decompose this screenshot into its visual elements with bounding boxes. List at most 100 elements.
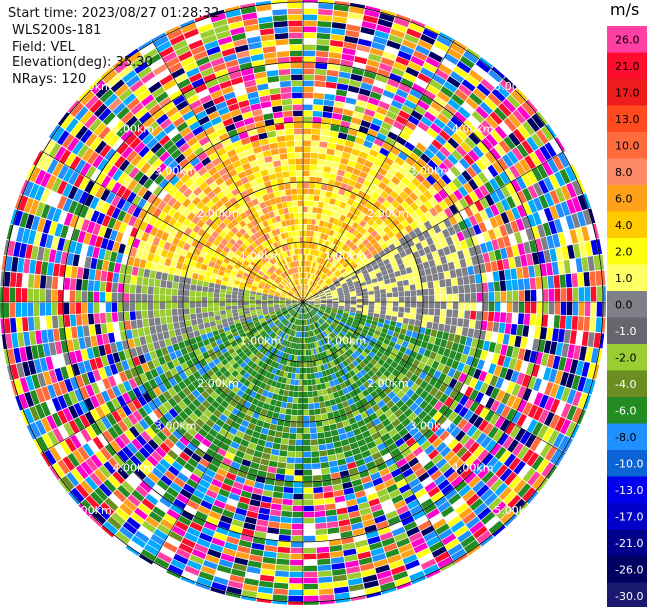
velocity-cell bbox=[531, 252, 540, 265]
velocity-cell bbox=[365, 242, 373, 249]
velocity-cell bbox=[405, 388, 415, 398]
velocity-cell bbox=[504, 368, 514, 381]
velocity-cell bbox=[262, 402, 270, 410]
velocity-cell bbox=[312, 291, 318, 296]
velocity-cell bbox=[385, 510, 398, 520]
velocity-cell bbox=[521, 216, 531, 229]
velocity-cell bbox=[384, 45, 399, 56]
velocity-cell bbox=[458, 310, 465, 319]
velocity-cell bbox=[464, 437, 476, 450]
velocity-cell bbox=[493, 107, 508, 121]
velocity-cell bbox=[93, 313, 101, 324]
velocity-cell bbox=[323, 491, 334, 499]
velocity-cell bbox=[110, 342, 118, 354]
velocity-cell bbox=[314, 243, 319, 250]
velocity-cell bbox=[394, 532, 408, 542]
velocity-cell bbox=[317, 207, 323, 214]
velocity-cell bbox=[395, 56, 410, 66]
velocity-cell bbox=[283, 487, 294, 494]
velocity-cell bbox=[29, 422, 41, 438]
velocity-cell bbox=[332, 366, 339, 373]
velocity-cell bbox=[434, 203, 444, 214]
velocity-cell bbox=[316, 426, 324, 433]
velocity-cell bbox=[354, 182, 363, 190]
velocity-cell bbox=[263, 287, 270, 291]
velocity-cell bbox=[275, 328, 281, 335]
velocity-cell bbox=[170, 418, 180, 429]
velocity-cell bbox=[290, 317, 294, 323]
velocity-cell bbox=[380, 242, 388, 250]
velocity-cell bbox=[362, 358, 370, 365]
velocity-cell bbox=[260, 408, 268, 416]
velocity-cell bbox=[327, 342, 333, 349]
velocity-cell bbox=[312, 475, 322, 482]
velocity-cell bbox=[560, 185, 571, 201]
velocity-cell bbox=[342, 444, 351, 452]
velocity-cell bbox=[159, 458, 171, 470]
velocity-cell bbox=[151, 333, 159, 343]
velocity-cell bbox=[506, 381, 516, 394]
velocity-cell bbox=[377, 68, 391, 78]
velocity-cell bbox=[406, 94, 420, 105]
velocity-cell bbox=[463, 119, 476, 132]
velocity-cell bbox=[303, 457, 312, 464]
velocity-cell bbox=[300, 325, 302, 332]
velocity-cell bbox=[367, 218, 375, 226]
velocity-cell bbox=[263, 484, 274, 491]
velocity-cell bbox=[530, 289, 537, 302]
velocity-cell bbox=[285, 378, 291, 385]
velocity-cell bbox=[213, 297, 220, 302]
velocity-cell bbox=[429, 513, 444, 525]
velocity-cell bbox=[327, 300, 333, 302]
velocity-cell bbox=[285, 300, 292, 302]
velocity-cell bbox=[314, 302, 321, 304]
velocity-cell bbox=[249, 417, 258, 425]
velocity-cell bbox=[292, 304, 298, 308]
velocity-cell bbox=[360, 266, 367, 272]
velocity-cell bbox=[74, 417, 85, 431]
velocity-cell bbox=[214, 387, 223, 396]
velocity-cell bbox=[272, 594, 288, 601]
velocity-cell bbox=[356, 545, 370, 554]
velocity-cell bbox=[345, 239, 352, 246]
velocity-cell bbox=[166, 251, 174, 260]
velocity-cell bbox=[448, 378, 458, 389]
velocity-cell bbox=[398, 83, 411, 94]
velocity-cell bbox=[185, 277, 192, 285]
velocity-cell bbox=[111, 312, 118, 322]
velocity-cell bbox=[172, 394, 182, 404]
velocity-cell bbox=[391, 565, 406, 576]
velocity-cell bbox=[228, 492, 240, 502]
velocity-cell bbox=[506, 408, 517, 421]
velocity-cell bbox=[266, 378, 273, 386]
velocity-cell bbox=[303, 170, 310, 177]
velocity-cell bbox=[413, 542, 428, 554]
velocity-cell bbox=[31, 215, 41, 231]
velocity-cell bbox=[325, 292, 332, 296]
velocity-cell bbox=[303, 56, 316, 63]
velocity-cell bbox=[51, 276, 59, 290]
velocity-cell bbox=[180, 576, 196, 585]
velocity-cell bbox=[293, 361, 297, 367]
velocity-cell bbox=[433, 96, 447, 108]
velocity-cell bbox=[320, 294, 326, 298]
velocity-cell bbox=[298, 313, 301, 319]
velocity-cell bbox=[187, 383, 196, 393]
velocity-cell bbox=[228, 466, 239, 476]
velocity-cell bbox=[456, 463, 468, 475]
velocity-cell bbox=[66, 339, 75, 352]
velocity-cell bbox=[60, 225, 69, 239]
velocity-cell bbox=[295, 306, 300, 312]
velocity-cell bbox=[45, 302, 52, 316]
velocity-cell bbox=[368, 308, 374, 313]
velocity-cell bbox=[400, 268, 407, 276]
velocity-cell bbox=[461, 421, 473, 434]
velocity-cell bbox=[157, 393, 168, 404]
velocity-cell bbox=[529, 437, 542, 452]
velocity-cell bbox=[335, 285, 342, 289]
velocity-cell bbox=[362, 15, 378, 24]
velocity-cell bbox=[3, 239, 10, 256]
velocity-cell bbox=[338, 266, 345, 272]
velocity-cell bbox=[33, 231, 42, 246]
velocity-cell bbox=[46, 275, 53, 289]
